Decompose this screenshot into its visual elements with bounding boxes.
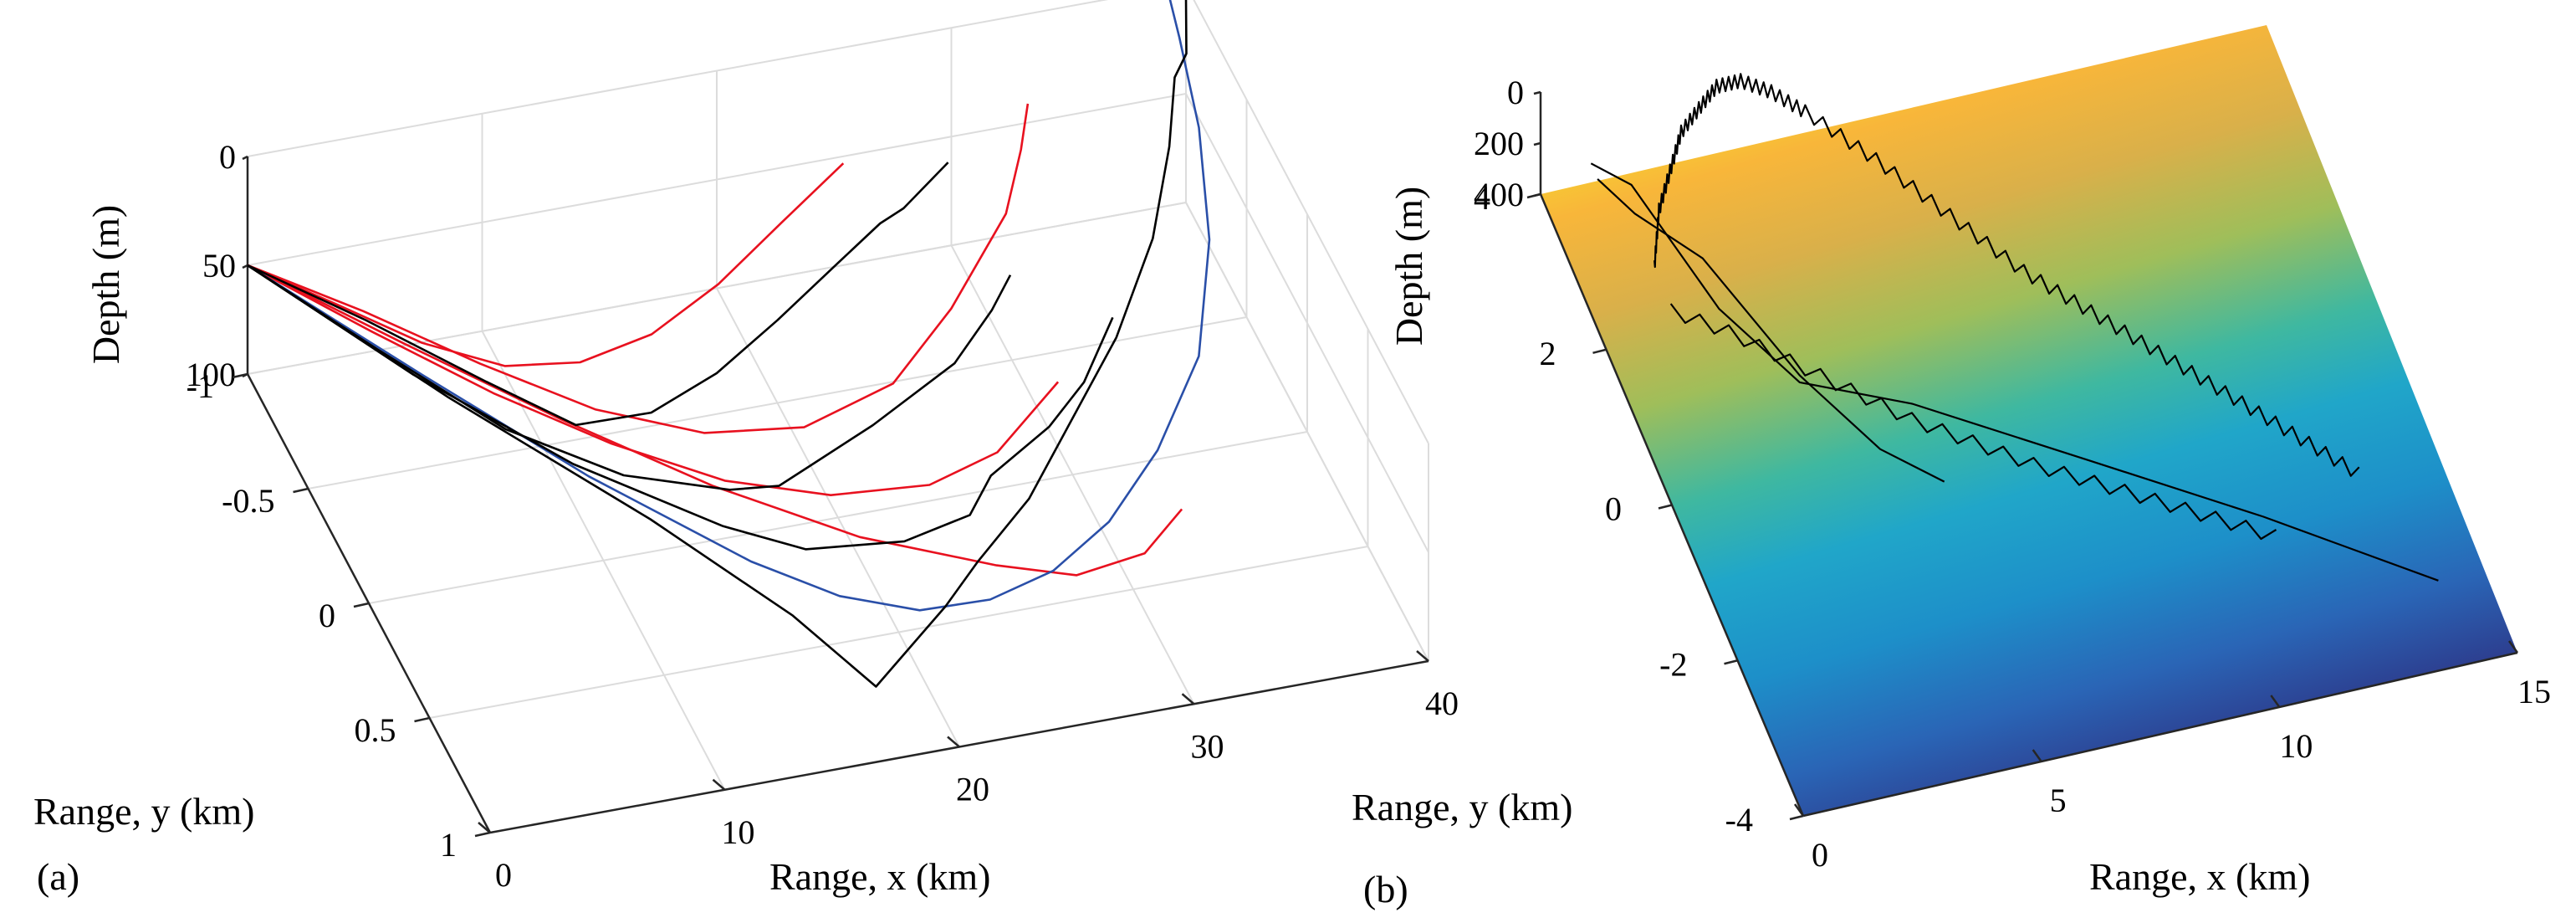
y-tick-label: 0 — [319, 597, 335, 634]
ray-line — [247, 264, 1183, 577]
z-tick-label: 100 — [186, 356, 236, 393]
x-tick-mark — [1793, 803, 1805, 817]
panel-b-tag: (b) — [1363, 868, 1408, 910]
y-tick-mark — [293, 487, 309, 494]
x-tick-mark — [478, 822, 491, 833]
x-tick-label: 20 — [956, 771, 989, 808]
grid-line — [247, 202, 1187, 375]
panel-a-xlabel: Range, x (km) — [769, 855, 990, 898]
x-tick-label: 10 — [2279, 727, 2313, 765]
y-tick-label: 1 — [440, 826, 457, 864]
grid-line — [247, 93, 1187, 266]
y-tick-mark — [1724, 659, 1738, 665]
ray-line — [247, 264, 1114, 551]
x-tick-label: 10 — [722, 813, 755, 851]
y-tick-mark — [1658, 504, 1673, 510]
y-tick-label: 0 — [1605, 490, 1622, 528]
panel-b-ylabel: Range, y (km) — [1352, 786, 1572, 828]
y-tick-mark — [414, 716, 430, 723]
x-tick-mark — [2032, 749, 2042, 762]
ray-line — [247, 264, 1012, 491]
x-tick-label: 0 — [495, 856, 512, 894]
x-tick-mark — [1181, 693, 1195, 705]
ray-line — [247, 264, 1060, 496]
ray-line — [1653, 73, 2360, 477]
axis-line — [1802, 651, 2518, 818]
x-tick-mark — [1416, 650, 1429, 662]
panel-b-series — [1590, 73, 2439, 582]
y-tick-label: -1 — [187, 367, 214, 405]
y-tick-label: 4 — [1474, 179, 1490, 217]
x-tick-label: 30 — [1191, 727, 1224, 765]
panel-b-surface — [1541, 25, 2517, 816]
y-tick-mark — [1789, 814, 1804, 821]
z-tick-mark — [1533, 90, 1541, 95]
x-tick-label: 40 — [1425, 685, 1459, 722]
z-tick-mark — [242, 155, 248, 161]
ray-line — [247, 162, 949, 427]
grid-line — [308, 316, 1247, 490]
y-tick-mark — [1526, 192, 1541, 199]
panel-a-zlabel: Depth (m) — [84, 205, 127, 364]
grid-line — [1185, 93, 1429, 553]
y-tick-label: -4 — [1725, 801, 1753, 838]
panel-b-zlabel: Depth (m) — [1388, 187, 1430, 346]
ray-line — [247, 103, 1030, 434]
panel-a-tag: (a) — [37, 855, 79, 898]
x-tick-label: 5 — [2050, 782, 2067, 819]
z-tick-label: 50 — [202, 247, 236, 285]
y-tick-mark — [353, 602, 370, 608]
x-tick-mark — [2507, 640, 2519, 654]
panel-a-grid — [247, 0, 1429, 833]
panel-a-series — [247, 0, 1211, 688]
y-tick-mark — [232, 372, 248, 379]
panel-a-ylabel: Range, y (km) — [33, 790, 254, 833]
ray-line — [1590, 162, 2439, 582]
y-tick-label: -2 — [1659, 645, 1687, 683]
y-tick-label: -0.5 — [222, 482, 274, 520]
x-tick-label: 0 — [1812, 836, 1828, 874]
grid-line — [1193, 0, 1429, 444]
y-tick-label: 0.5 — [355, 711, 396, 749]
ray-line — [247, 162, 845, 367]
ray-line — [1597, 178, 1945, 483]
panel-b-xlabel: Range, x (km) — [2089, 855, 2310, 898]
x-tick-mark — [712, 778, 726, 791]
grid-line — [368, 431, 1308, 604]
x-tick-mark — [2270, 695, 2281, 708]
grid-line — [247, 0, 1109, 157]
z-tick-label: 0 — [1507, 74, 1524, 111]
z-tick-mark — [242, 264, 248, 269]
y-tick-label: 2 — [1540, 335, 1556, 372]
y-tick-mark — [474, 831, 491, 838]
ray-line — [247, 0, 1188, 688]
y-tick-mark — [1592, 348, 1607, 354]
ray-line — [247, 0, 1211, 612]
x-tick-mark — [947, 736, 960, 748]
grid-line — [429, 546, 1368, 719]
z-tick-label: 400 — [1474, 176, 1524, 213]
z-tick-label: 200 — [1474, 125, 1524, 162]
z-tick-label: 0 — [219, 138, 236, 176]
x-tick-label: 15 — [2517, 673, 2551, 710]
z-tick-mark — [1533, 141, 1541, 146]
